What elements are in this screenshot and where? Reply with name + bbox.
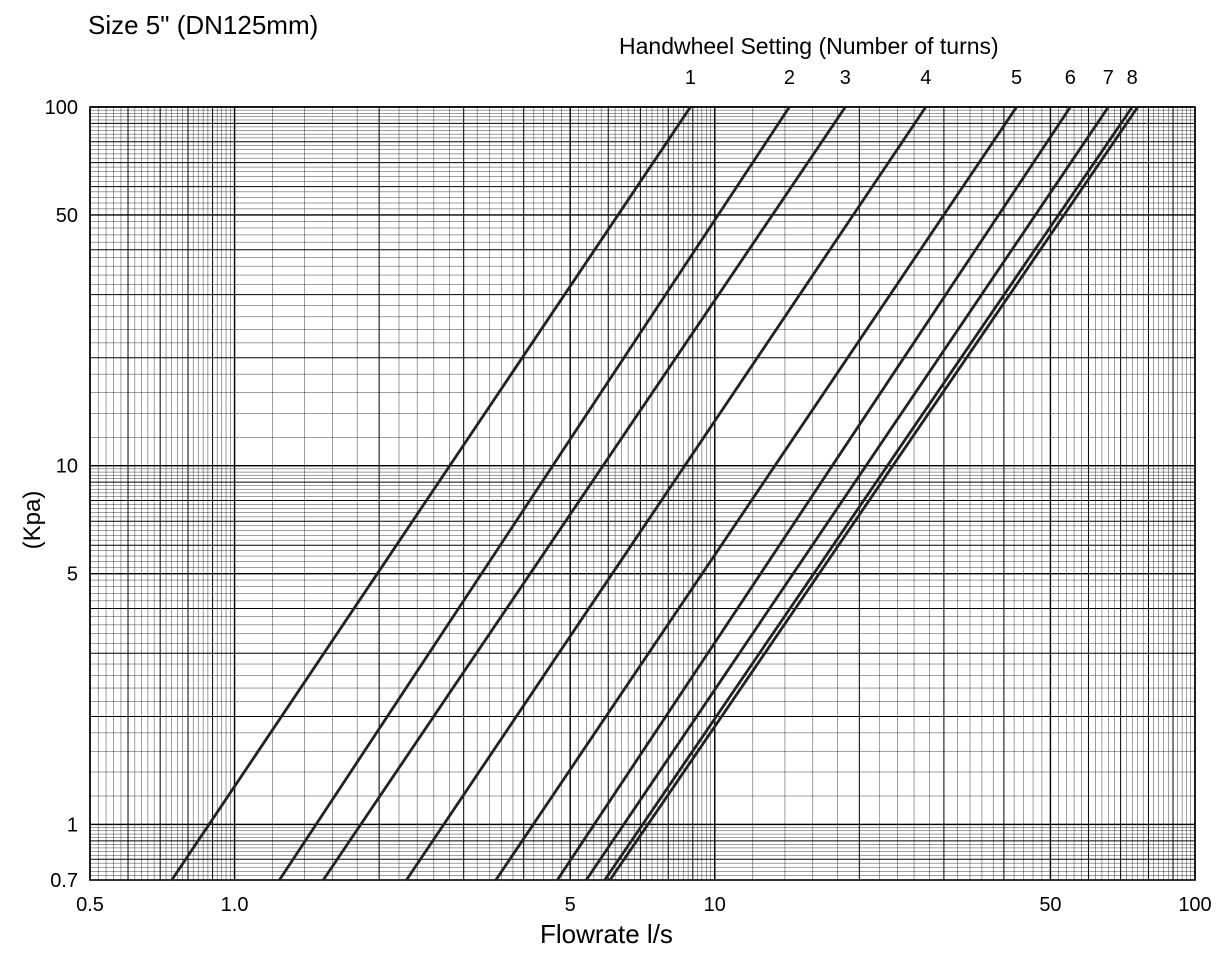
y-tick-label: 1 [67,814,78,836]
turn-label: 6 [1065,67,1076,89]
y-tick-label: 10 [56,456,78,478]
x-tick-label: 100 [1178,894,1211,916]
turn-label: 5 [1011,67,1022,89]
series-line [603,106,1134,881]
y-tick-label: 0.7 [50,870,78,892]
series-line [585,106,1110,881]
plot-frame [89,106,1196,881]
y-tick-label: 100 [45,97,78,119]
turn-label: 4 [920,67,931,89]
turn-label: 8 [1127,67,1138,89]
x-tick-label: 50 [1039,894,1061,916]
series-line [608,106,1139,881]
turn-label: 2 [784,67,795,89]
series-line [322,106,847,881]
series-line [278,106,791,881]
turn-label: 1 [685,67,696,89]
chart-subtitle: Handwheel Setting (Number of turns) [619,33,999,59]
x-tick-label: 0.5 [76,894,104,916]
x-axis-label: Flowrate l/s [540,919,673,949]
series-layer [170,106,1139,881]
y-axis-label: (Kpa) [19,491,46,550]
series-line [494,106,1018,881]
chart-title: Size 5" (DN125mm) [88,10,319,40]
x-tick-label: 1.0 [221,894,249,916]
turn-label: 3 [840,67,851,89]
y-tick-label: 5 [67,564,78,586]
turn-label: 7 [1103,67,1114,89]
y-tick-label: 50 [56,205,78,227]
x-tick-labels: 0.5 1.0 5 10 50 100 [76,894,1212,916]
series-line [556,106,1072,881]
x-tick-label: 10 [704,894,726,916]
y-tick-labels: 100 50 10 5 1 0.7 [45,97,78,892]
series-line [405,106,927,881]
x-tick-label: 5 [565,894,576,916]
series-line [170,106,692,881]
